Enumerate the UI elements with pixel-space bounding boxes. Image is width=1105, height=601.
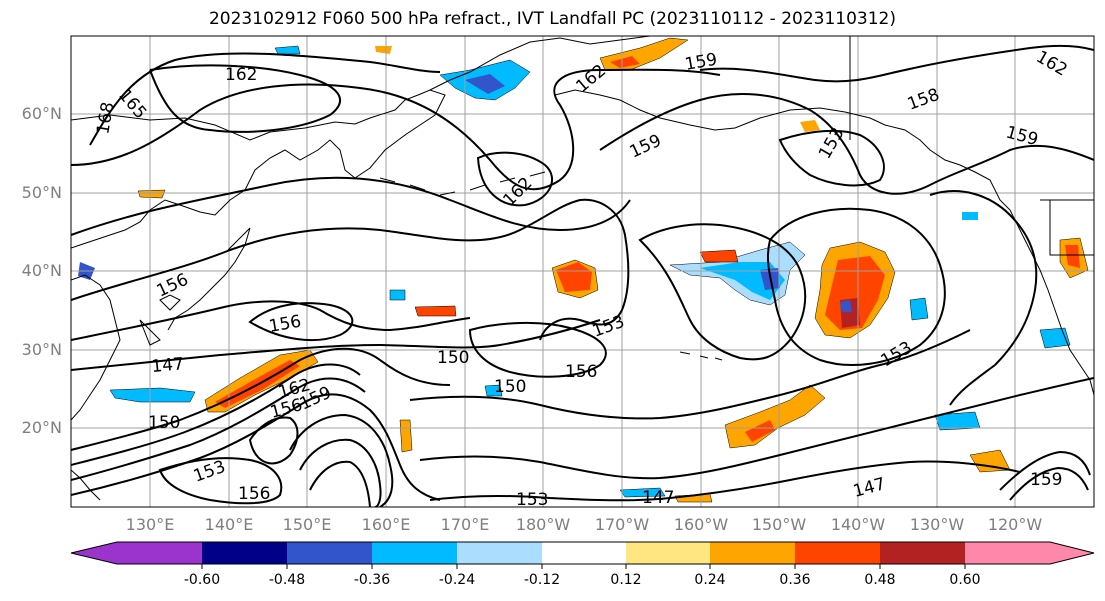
contour-label: 147 [851,474,888,502]
colorbar-segment [71,542,202,564]
lat-label: 30°N [21,340,62,359]
colorbar-segment [626,542,710,564]
height-contours [71,44,1094,507]
anomaly-shading [78,37,1089,503]
lon-label: 160°E [361,515,411,534]
contour-label: 150 [494,377,526,397]
contour-label: 150 [437,348,469,368]
colorbar-tick-label: -0.24 [438,572,476,588]
contour-label: 156 [268,395,305,423]
lon-label: 180°W [515,515,571,534]
contour-label: 156 [565,362,597,382]
colorbar-tick-label: -0.60 [183,572,221,588]
lon-label: 130°W [909,515,965,534]
contour-label: 162 [225,65,257,85]
lat-label: 60°N [21,104,62,123]
colorbar-segment [965,542,1094,564]
lat-label: 40°N [21,261,62,280]
contour-label: 162 [1033,47,1071,81]
colorbar-tick-label: 0.36 [779,572,811,588]
colorbar-segment [457,542,542,564]
colorbar-tick-label: -0.48 [268,572,306,588]
colorbar-tick-label: -0.12 [523,572,561,588]
colorbar-outline [70,541,1095,565]
contour-label: 147 [151,354,185,377]
contour-label: 162 [499,173,536,210]
contour-label: 156 [267,312,302,337]
lon-label: 160°W [673,515,729,534]
map-title: 2023102912 F060 500 hPa refract., IVT La… [208,9,896,29]
colorbar-segment [880,542,965,564]
colorbar-segment [202,542,287,564]
colorbar [70,541,1095,569]
colorbar-tick-label: 0.48 [864,572,896,588]
colorbar-tick-label: -0.36 [353,572,391,588]
colorbar-segment [542,542,626,564]
lat-label: 50°N [21,183,62,202]
contour-label: 156 [238,484,270,504]
contour-label: 159 [627,131,665,163]
lon-label: 120°W [987,515,1043,534]
colorbar-tick-label: 0.60 [949,572,981,588]
colorbar-tick-label: 0.24 [694,572,726,588]
lon-label: 140°E [204,515,254,534]
lon-label: 150°E [282,515,332,534]
lon-label: 140°W [830,515,886,534]
lon-label: 130°E [125,515,175,534]
contour-label: 150 [148,413,180,433]
colorbar-segment [795,542,880,564]
colorbar-segment [372,542,457,564]
colorbar-tick-label: 0.12 [610,572,642,588]
lon-label: 170°E [440,515,490,534]
contour-label: 147 [642,488,674,508]
graticule [71,36,1094,507]
contour-label: 153 [878,338,916,372]
contour-label: 168 [93,100,118,135]
contour-label: 159 [1004,123,1041,151]
map-frame [70,35,1095,508]
lon-label: 170°W [594,515,650,534]
contour-label: 153 [516,490,548,510]
colorbar-segment [710,542,795,564]
contour-label: 165 [114,85,150,123]
lon-label: 150°W [751,515,807,534]
colorbar-segment [287,542,372,564]
contour-label: 159 [683,50,718,75]
contour-label: 159 [1030,470,1062,490]
lat-label: 20°N [21,418,62,437]
